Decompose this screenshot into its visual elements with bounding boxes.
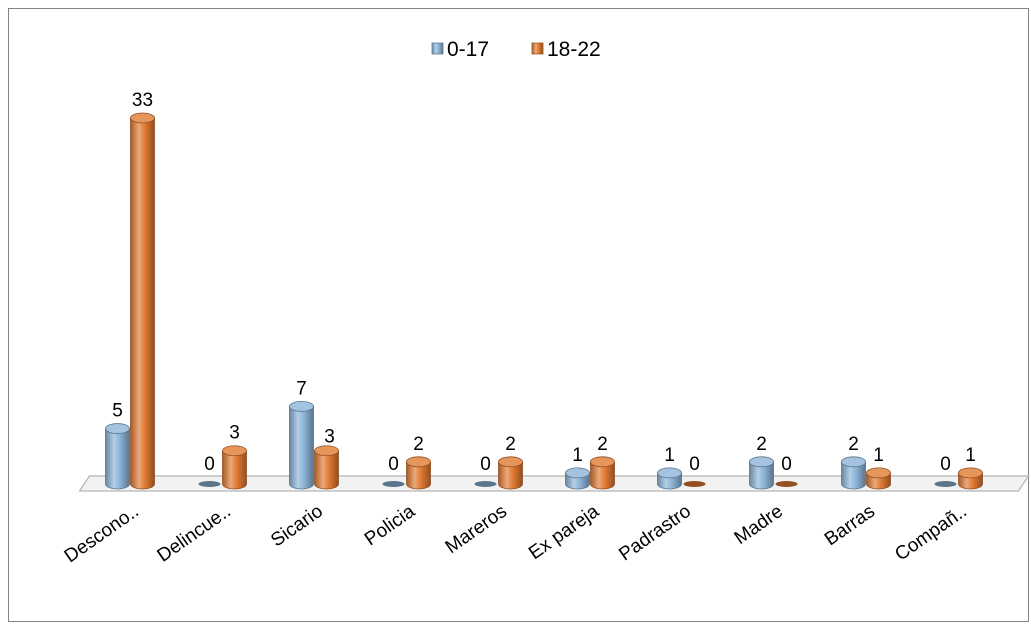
bar-0-17-7[interactable] — [749, 456, 774, 490]
bar-18-22-2[interactable] — [314, 445, 339, 490]
bar-0-17-3[interactable] — [382, 481, 405, 487]
bar-18-22-3[interactable] — [406, 456, 431, 490]
bar-18-22-4[interactable] — [498, 456, 523, 490]
bar-top — [749, 456, 774, 468]
category-label-7: Madre — [731, 501, 787, 549]
bar-0-17-6[interactable] — [657, 467, 682, 490]
bar-top — [958, 467, 983, 479]
bar-top — [105, 423, 130, 434]
data-label-0-17-2: 7 — [296, 378, 307, 399]
category-label-2: Sicario — [267, 501, 327, 552]
data-label-18-22-4: 2 — [505, 434, 516, 455]
bar-top — [565, 467, 590, 479]
bar-0-17-2[interactable] — [289, 400, 314, 490]
category-label-3: Policia — [361, 501, 419, 551]
data-label-18-22-7: 0 — [781, 454, 792, 475]
legend: 0-17 18-22 — [431, 38, 601, 61]
bar-flat — [198, 481, 221, 487]
bar-flat — [683, 481, 706, 487]
bar-0-17-8[interactable] — [841, 456, 866, 490]
bar-18-22-1[interactable] — [222, 445, 247, 490]
legend-swatch-0-17 — [431, 42, 444, 55]
bar-top — [222, 445, 247, 457]
data-label-18-22-9: 1 — [965, 445, 976, 466]
bar-body — [314, 450, 339, 490]
bar-0-17-4[interactable] — [474, 481, 497, 487]
bar-top — [130, 112, 155, 124]
data-label-0-17-3: 0 — [388, 454, 399, 475]
data-label-18-22-6: 0 — [689, 454, 700, 475]
bar-body — [105, 428, 130, 490]
bar-top — [841, 456, 866, 468]
category-label-1: Delincue.. — [154, 501, 235, 567]
data-label-0-17-7: 2 — [756, 434, 767, 455]
bar-0-17-5[interactable] — [565, 467, 590, 490]
bar-body — [498, 461, 523, 490]
category-label-4: Mareros — [442, 501, 511, 558]
bar-flat — [775, 481, 798, 487]
data-label-0-17-6: 1 — [664, 445, 675, 466]
data-label-0-17-0: 5 — [112, 401, 123, 422]
data-label-0-17-4: 0 — [480, 454, 491, 475]
bar-top — [406, 456, 431, 468]
bar-body — [130, 117, 155, 490]
category-label-6: Padrastro — [615, 501, 695, 565]
data-label-18-22-3: 2 — [413, 434, 424, 455]
data-label-18-22-5: 2 — [597, 434, 608, 455]
bar-18-22-6[interactable] — [683, 481, 706, 487]
data-label-18-22-8: 1 — [873, 445, 884, 466]
category-label-8: Barras — [821, 501, 879, 550]
bar-18-22-8[interactable] — [866, 467, 891, 490]
chart-frame — [8, 8, 1029, 622]
data-label-0-17-1: 0 — [204, 454, 215, 475]
data-label-18-22-0: 33 — [132, 90, 153, 111]
bar-body — [749, 461, 774, 490]
bar-flat — [934, 481, 957, 487]
bar-top — [590, 456, 615, 468]
bar-0-17-0[interactable] — [105, 423, 130, 490]
bar-18-22-7[interactable] — [775, 481, 798, 487]
bar-body — [841, 461, 866, 490]
bar-top — [289, 400, 314, 412]
category-label-5: Ex pareja — [525, 501, 603, 564]
bar-flat — [382, 481, 405, 487]
data-label-0-17-5: 1 — [572, 445, 583, 466]
data-label-0-17-9: 0 — [940, 454, 951, 475]
bar-0-17-9[interactable] — [934, 481, 957, 487]
data-label-0-17-8: 2 — [848, 434, 859, 455]
bar-top — [657, 467, 682, 479]
bar-body — [406, 461, 431, 490]
bar-top — [866, 467, 891, 479]
bar-top — [498, 456, 523, 468]
bar-18-22-5[interactable] — [590, 456, 615, 490]
legend-label-0-17: 0-17 — [447, 38, 489, 61]
bar-body — [289, 405, 314, 490]
data-label-18-22-1: 3 — [229, 423, 240, 444]
bar-body — [590, 461, 615, 490]
bar-18-22-0[interactable] — [130, 112, 155, 490]
legend-label-18-22: 18-22 — [547, 38, 601, 61]
bar-18-22-9[interactable] — [958, 467, 983, 490]
category-label-9: Compañ.. — [891, 501, 971, 565]
legend-swatch-18-22 — [531, 42, 544, 55]
bar-flat — [474, 481, 497, 487]
bar-body — [222, 450, 247, 490]
data-label-18-22-2: 3 — [324, 427, 335, 448]
bar-0-17-1[interactable] — [198, 481, 221, 487]
category-label-0: Descono.. — [61, 501, 143, 567]
bar-top — [314, 445, 339, 457]
